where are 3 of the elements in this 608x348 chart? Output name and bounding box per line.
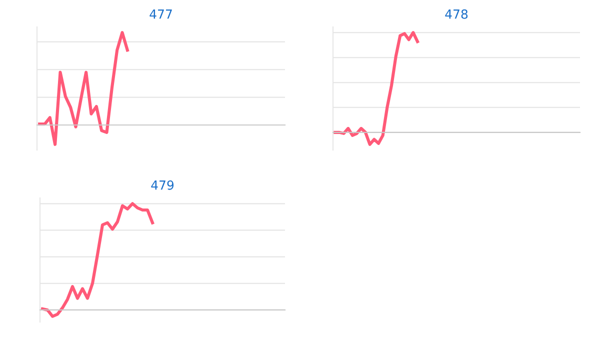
chart-title: 478 xyxy=(445,9,468,19)
chart-title: 479 xyxy=(151,180,174,190)
chart-title: 477 xyxy=(150,10,172,19)
